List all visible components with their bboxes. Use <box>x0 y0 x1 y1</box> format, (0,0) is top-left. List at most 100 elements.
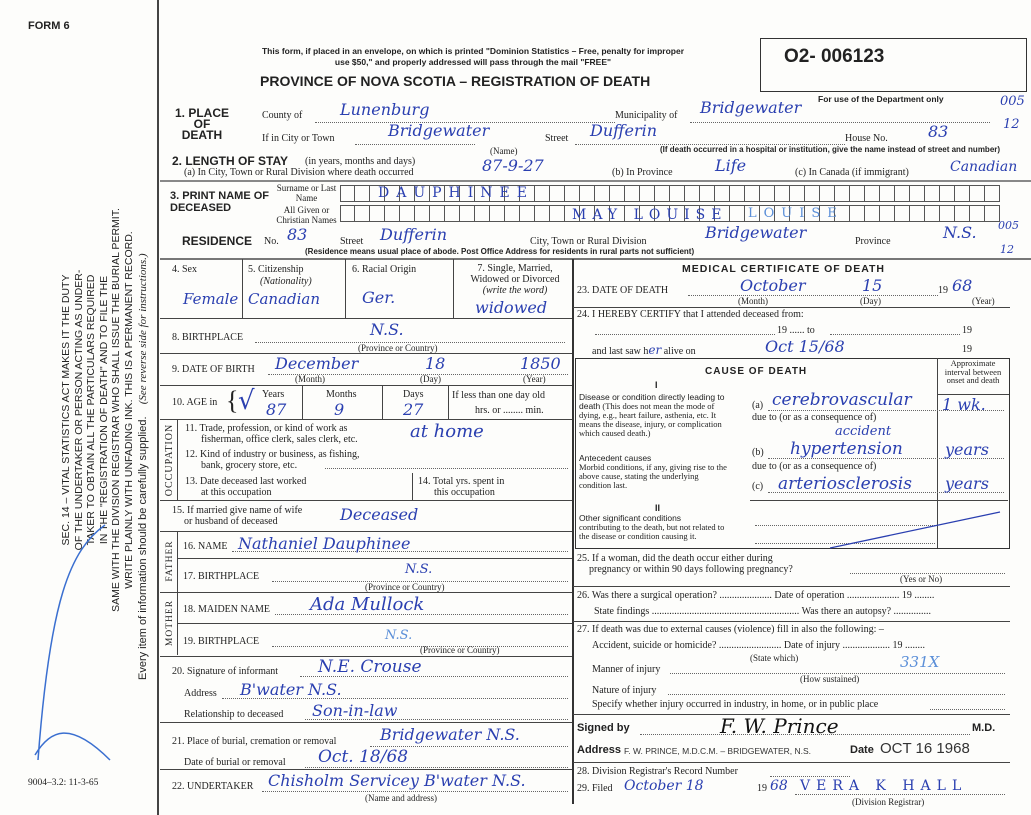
cause-a-value[interactable]: cerebrovascular <box>772 390 912 410</box>
residence-city-value[interactable]: Bridgewater <box>705 223 807 242</box>
burial-place-value[interactable]: Bridgewater N.S. <box>380 725 520 744</box>
dob-month-value[interactable]: December <box>275 354 359 373</box>
father-birthplace-label: 17. BIRTHPLACE <box>183 571 260 582</box>
print-name-label: 3. PRINT NAME OF DECEASED <box>170 190 270 214</box>
dod-day-value[interactable]: 15 <box>862 276 883 295</box>
days-value[interactable]: 27 <box>403 400 424 419</box>
cause-c-label: (c) <box>752 481 764 492</box>
informant-signature[interactable]: N.E. Crouse <box>318 657 422 677</box>
print-code: 9004–3.2: 11-3-65 <box>28 778 99 788</box>
nature-label: Nature of injury <box>592 685 657 696</box>
residence-no-value[interactable]: 83 <box>287 225 308 244</box>
last-saw-date[interactable]: Oct 15/68 <box>765 337 845 356</box>
residence-no-label: No. <box>264 236 279 247</box>
stay-province-label: (b) In Province <box>612 167 673 178</box>
last-worked-label: 13. Date deceased last worked at this occ… <box>185 476 306 498</box>
dod-year-value[interactable]: 68 <box>952 276 973 295</box>
mother-birthplace-value[interactable]: N.S. <box>385 628 413 643</box>
marital-label-line: Widowed or Divorced <box>470 274 560 285</box>
filed-year-value[interactable]: 68 <box>770 778 788 794</box>
filed-label: 29. Filed <box>577 783 613 794</box>
mail-notice: This form, if placed in an envelope, on … <box>218 46 728 68</box>
registration-number: O2- 006123 <box>784 46 885 67</box>
surname-boxes[interactable] <box>340 185 1000 202</box>
given-names-value[interactable]: MAY LOUISE <box>572 207 728 223</box>
direct-cause-heading: Disease or condition directly leading to… <box>579 392 725 411</box>
dod-month-value[interactable]: October <box>740 276 806 295</box>
racial-origin-label: 6. Racial Origin <box>352 264 417 275</box>
filed-date-value[interactable]: October 18 <box>624 778 704 794</box>
day-note: (Day) <box>420 374 441 384</box>
cause-a-continued[interactable]: accident <box>835 424 892 439</box>
cause-b-interval[interactable]: years <box>945 440 989 459</box>
sex-value[interactable]: Female <box>183 290 239 308</box>
part-one-label: I <box>655 380 658 390</box>
informant-address-value[interactable]: B'water N.S. <box>240 680 342 699</box>
registrar-note: (Division Registrar) <box>852 797 925 807</box>
residence-street-value[interactable]: Dufferin <box>380 225 448 244</box>
surname-value[interactable]: DAUPHINEE <box>378 185 534 201</box>
filed-century: 19 <box>757 783 767 794</box>
days-label: Days <box>403 389 424 400</box>
city-label: If in City or Town <box>262 133 335 144</box>
burial-date-value[interactable]: Oct. 18/68 <box>318 747 409 767</box>
date-of-birth-label: 9. DATE OF BIRTH <box>172 364 255 375</box>
sex-label: 4. Sex <box>172 264 197 275</box>
residence-street-label: Street <box>340 236 364 247</box>
months-label: Months <box>326 389 357 400</box>
antecedent-heading: Antecedent causes <box>579 453 652 463</box>
house-value[interactable]: 83 <box>928 122 949 141</box>
street-value[interactable]: Dufferin <box>590 121 658 140</box>
cause-b-label: (b) <box>752 447 764 458</box>
county-value[interactable]: Lunenburg <box>340 100 430 119</box>
father-name-value[interactable]: Nathaniel Dauphinee <box>238 534 411 553</box>
stay-canada-label: (c) In Canada (if immigrant) <box>795 167 909 178</box>
racial-origin-value[interactable]: Ger. <box>362 288 396 307</box>
cause-a-interval[interactable]: 1 wk. <box>942 395 986 414</box>
given-names-boxes[interactable] <box>340 205 1000 222</box>
given-names-correction: LOUISE <box>748 206 844 221</box>
stay-canada-value[interactable]: Canadian <box>950 159 1018 175</box>
residence-label: RESIDENCE <box>182 234 253 248</box>
direct-cause-text: (This does not mean the mode of dying, e… <box>579 401 722 438</box>
city-value[interactable]: Bridgewater <box>388 121 490 140</box>
industry-label: 12. Kind of industry or business, as fis… <box>185 449 359 471</box>
cause-c-interval[interactable]: years <box>945 474 989 493</box>
trade-label-line: fisherman, office clerk, sales clerk, et… <box>201 434 358 445</box>
part-two-label: II <box>655 503 661 513</box>
father-birthplace-value[interactable]: N.S. <box>405 562 433 577</box>
province-country-note: (Province or Country) <box>365 582 445 592</box>
relationship-value[interactable]: Son-in-law <box>312 701 398 720</box>
form-title: PROVINCE OF NOVA SCOTIA – REGISTRATION O… <box>260 73 651 89</box>
months-value[interactable]: 9 <box>334 400 345 419</box>
municipality-label: Municipality of <box>615 110 678 121</box>
registrar-name[interactable]: VERA K HALL <box>800 778 968 794</box>
residence-province-value[interactable]: N.S. <box>943 223 977 242</box>
stay-city-value[interactable]: 87-9-27 <box>482 156 544 175</box>
citizenship-value[interactable]: Canadian <box>248 290 321 308</box>
physician-signature[interactable]: F. W. Prince <box>720 714 839 738</box>
dob-year-value[interactable]: 1850 <box>520 354 561 373</box>
undertaker-value[interactable]: Chisholm Servicey B'water N.S. <box>268 771 526 790</box>
years-label: Years <box>262 389 285 400</box>
spouse-value[interactable]: Deceased <box>340 505 419 524</box>
trade-label: 11. Trade, profession, or kind of work a… <box>185 423 358 445</box>
given-names-label: All Given or Christian Names <box>276 205 337 225</box>
cause-c-value[interactable]: arteriosclerosis <box>778 474 912 494</box>
municipality-value[interactable]: Bridgewater <box>700 98 802 117</box>
mail-notice-line: use $50," and properly addressed will pa… <box>334 57 612 67</box>
stay-province-value[interactable]: Life <box>715 156 747 175</box>
years-value[interactable]: 87 <box>266 400 287 419</box>
mother-label: MOTHER <box>165 599 175 647</box>
antecedent-note: Morbid conditions, if any, giving rise t… <box>579 462 727 490</box>
mother-maiden-name-value[interactable]: Ada Mullock <box>310 594 425 615</box>
marital-status-value[interactable]: widowed <box>475 298 548 317</box>
dob-day-value[interactable]: 18 <box>425 354 446 373</box>
cause-b-value[interactable]: hypertension <box>790 439 903 459</box>
trade-value[interactable]: at home <box>410 421 484 442</box>
record-number-label: 28. Division Registrar's Record Number <box>577 766 738 777</box>
total-years-line: 14. Total yrs. spent in <box>418 476 505 487</box>
physician-address-label: Address <box>577 744 622 756</box>
birthplace-value[interactable]: N.S. <box>370 320 404 339</box>
